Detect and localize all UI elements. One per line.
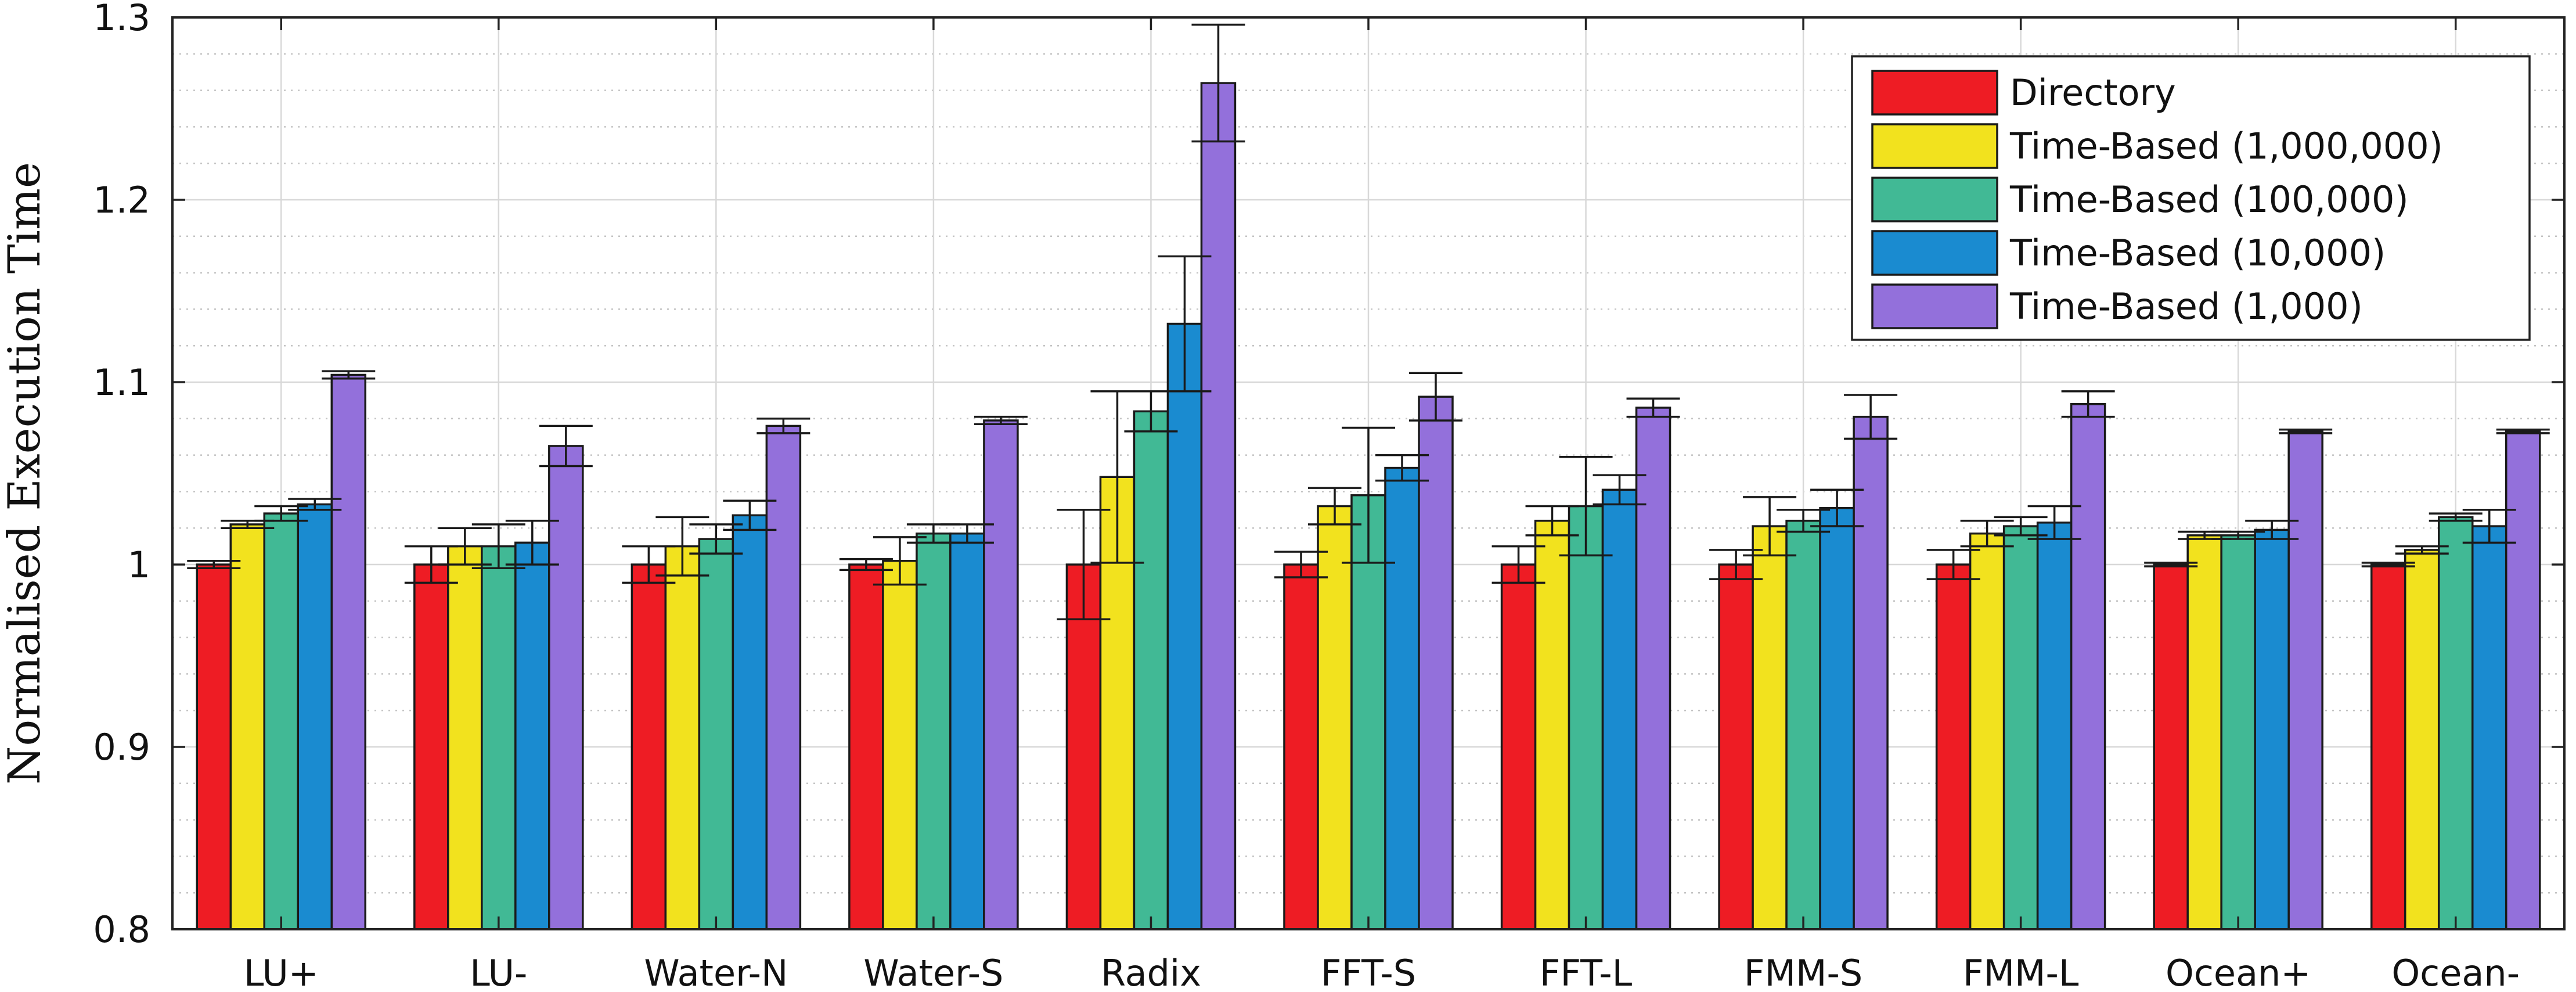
bar: [330, 373, 367, 930]
x-tick-label: Water-S: [863, 952, 1003, 992]
legend-swatch: [1871, 230, 1998, 276]
bar: [983, 419, 1019, 930]
bar: [1317, 505, 1353, 930]
bar: [698, 538, 734, 930]
bar: [2002, 525, 2039, 930]
bar: [1384, 466, 1420, 930]
bar: [2404, 549, 2440, 930]
bar: [1635, 407, 1671, 930]
y-tick-label: 0.8: [93, 908, 150, 951]
legend: Directory Time-Based (1,000,000) Time-Base…: [1851, 55, 2531, 341]
bar: [548, 445, 584, 930]
legend-swatch: [1871, 283, 1998, 329]
x-tick-label: FFT-S: [1321, 952, 1416, 992]
bar: [631, 563, 667, 930]
bar: [2070, 402, 2106, 930]
bar: [297, 503, 333, 930]
bar: [1853, 415, 1889, 930]
bar: [732, 514, 768, 930]
bar: [1718, 563, 1754, 930]
bar: [1418, 396, 1454, 930]
legend-label: Time-Based (10,000): [2009, 232, 2386, 274]
x-tick-label: Radix: [1101, 952, 1201, 992]
legend-label: Time-Based (1,000): [2009, 285, 2363, 328]
x-tick-label: FFT-L: [1540, 952, 1633, 992]
bar: [949, 532, 985, 930]
legend-label: Directory: [2010, 71, 2176, 114]
legend-label: Time-Based (1,000,000): [2009, 125, 2443, 167]
x-tick-label: Water-N: [644, 952, 788, 992]
bar: [765, 425, 802, 930]
y-axis-ticks: 0.8 0.9 1 1.1 1.2 1.3: [93, 0, 2564, 951]
bar: [664, 545, 701, 930]
y-tick-label: 1: [128, 544, 150, 586]
x-tick-label: FMM-S: [1744, 952, 1862, 992]
bar: [1752, 525, 1788, 930]
y-tick-label: 1.3: [93, 0, 150, 39]
bar: [2220, 534, 2256, 930]
bar: [1785, 519, 1821, 930]
bar: [848, 563, 884, 930]
bar: [1819, 506, 1855, 930]
bar: [882, 559, 918, 930]
bar: [514, 541, 550, 930]
y-tick-label: 0.9: [93, 726, 150, 768]
x-tick-label: Ocean+: [2166, 952, 2311, 992]
bar: [2370, 563, 2406, 930]
bar: [2254, 529, 2290, 930]
bar: [1500, 563, 1537, 930]
bar: [1065, 563, 1102, 930]
bar: [1969, 532, 2005, 930]
bar: [2186, 534, 2222, 930]
bar: [2505, 430, 2541, 930]
legend-swatch: [1871, 177, 1998, 222]
bar: [2471, 525, 2507, 930]
bar: [2437, 516, 2474, 930]
bars: [196, 82, 2541, 930]
bar: [413, 563, 449, 930]
x-axis-ticks: LU+ LU- Water-N Water-S Radix FFT-S FFT-L FMM-S…: [244, 17, 2520, 992]
bar: [1283, 563, 1319, 930]
bar: [1166, 322, 1203, 930]
legend-swatch: [1871, 70, 1998, 116]
bar: [196, 563, 232, 930]
bar: [1935, 563, 1972, 930]
bar: [263, 512, 300, 930]
bar: [916, 532, 952, 930]
legend-label: Time-Based (100,000): [2009, 178, 2409, 221]
bar: [229, 523, 266, 930]
bar: [2036, 522, 2073, 930]
bar: [1200, 82, 1237, 930]
legend-swatch: [1871, 123, 1998, 169]
error-bars: [187, 23, 2550, 620]
x-tick-label: Ocean-: [2391, 952, 2520, 992]
x-tick-label: LU-: [470, 952, 527, 992]
y-tick-label: 1.1: [93, 361, 150, 404]
bar: [1133, 410, 1169, 930]
y-axis-label: Normalised Execution Time: [0, 162, 50, 785]
y-tick-label: 1.2: [93, 179, 150, 221]
bar: [447, 545, 483, 930]
x-tick-label: FMM-L: [1963, 952, 2079, 992]
bar: [2287, 430, 2323, 930]
x-tick-label: LU+: [244, 952, 319, 992]
bar: [2153, 563, 2189, 930]
bar: [481, 545, 517, 930]
bar: [1568, 505, 1604, 930]
